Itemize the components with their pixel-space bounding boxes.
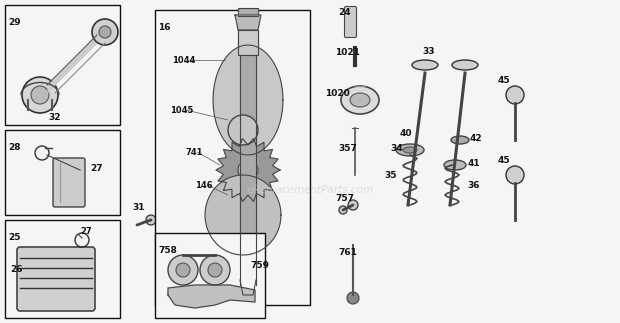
Text: 758: 758 — [158, 246, 177, 255]
Text: 27: 27 — [90, 163, 103, 172]
Ellipse shape — [451, 136, 469, 144]
Polygon shape — [216, 139, 280, 202]
Text: 741: 741 — [185, 148, 203, 157]
Text: 41: 41 — [468, 159, 481, 168]
Circle shape — [146, 215, 156, 225]
Ellipse shape — [444, 160, 466, 170]
Circle shape — [208, 263, 222, 277]
Text: 36: 36 — [467, 181, 479, 190]
Circle shape — [22, 77, 58, 113]
Text: 146: 146 — [195, 181, 213, 190]
Bar — [5, 220, 120, 318]
Text: 26: 26 — [10, 266, 22, 275]
Circle shape — [506, 86, 524, 104]
Circle shape — [92, 19, 118, 45]
Ellipse shape — [412, 60, 438, 70]
Ellipse shape — [350, 93, 370, 107]
Polygon shape — [240, 55, 256, 285]
Text: 24: 24 — [338, 8, 351, 17]
Text: 32: 32 — [49, 113, 61, 122]
FancyBboxPatch shape — [345, 6, 356, 37]
Bar — [155, 233, 265, 318]
Text: 45: 45 — [497, 156, 510, 165]
Text: eReplacementParts.com: eReplacementParts.com — [246, 185, 374, 195]
Polygon shape — [168, 285, 255, 308]
Text: 357: 357 — [338, 143, 357, 152]
Bar — [155, 10, 310, 305]
Text: 1044: 1044 — [172, 56, 195, 65]
Circle shape — [176, 263, 190, 277]
FancyBboxPatch shape — [53, 158, 85, 207]
Text: 27: 27 — [80, 227, 92, 236]
Text: 40: 40 — [400, 129, 412, 138]
Circle shape — [200, 255, 230, 285]
Text: 25: 25 — [8, 233, 20, 242]
Circle shape — [506, 166, 524, 184]
Polygon shape — [238, 30, 258, 55]
Text: 1021: 1021 — [335, 48, 360, 57]
Circle shape — [168, 255, 198, 285]
Circle shape — [339, 206, 347, 214]
Polygon shape — [235, 15, 261, 30]
FancyBboxPatch shape — [17, 247, 95, 311]
Text: 42: 42 — [470, 133, 482, 142]
Text: 1045: 1045 — [170, 106, 193, 114]
Circle shape — [347, 292, 359, 304]
Ellipse shape — [396, 144, 424, 156]
Circle shape — [31, 86, 49, 104]
Text: 31: 31 — [132, 203, 144, 212]
Text: 1020: 1020 — [325, 89, 350, 98]
Text: 757: 757 — [335, 194, 354, 203]
Polygon shape — [213, 45, 283, 155]
Text: 35: 35 — [384, 171, 397, 180]
Circle shape — [348, 200, 358, 210]
Text: 16: 16 — [158, 23, 170, 32]
Bar — [5, 5, 120, 125]
Bar — [238, 8, 258, 16]
Ellipse shape — [452, 60, 478, 70]
Text: 28: 28 — [8, 143, 20, 152]
Circle shape — [228, 115, 258, 145]
Polygon shape — [240, 280, 256, 295]
Bar — [5, 130, 120, 215]
Text: 45: 45 — [497, 76, 510, 85]
Ellipse shape — [403, 147, 417, 153]
Ellipse shape — [341, 86, 379, 114]
Text: 34: 34 — [391, 143, 403, 152]
Circle shape — [99, 26, 111, 38]
Text: 759: 759 — [250, 261, 269, 269]
Text: 761: 761 — [338, 248, 357, 257]
Circle shape — [238, 160, 258, 180]
Text: 33: 33 — [422, 47, 435, 56]
Polygon shape — [205, 175, 281, 255]
Text: 29: 29 — [8, 18, 20, 27]
